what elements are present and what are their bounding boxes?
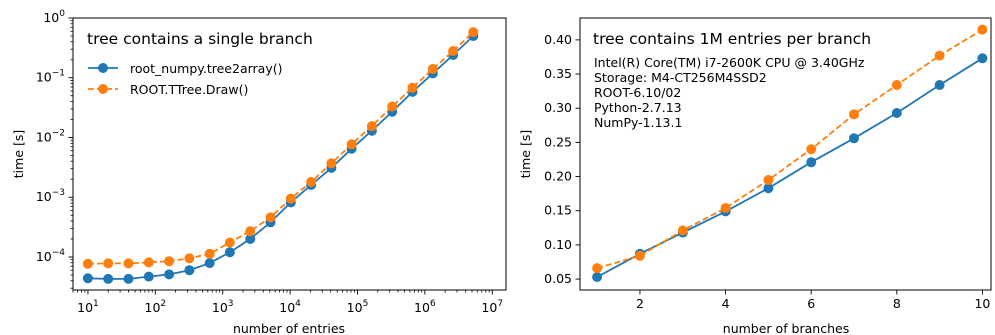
y-tick-label-left: 10−4 bbox=[36, 248, 65, 264]
y-tick-label-right: 0.30 bbox=[544, 100, 572, 115]
plot-area-left bbox=[82, 27, 479, 284]
chart-panel-single-branch: 101 102 103 104 105 106 107 10−4 10−3 10−2 10−1 100… bbox=[11, 9, 507, 335]
x-tick-label-left: 105 bbox=[347, 299, 369, 315]
left-series-2-point-16 bbox=[387, 101, 398, 112]
right-series-2-point-5 bbox=[763, 175, 774, 185]
system-info-line-4: Python-2.7.13 bbox=[594, 100, 682, 115]
x-tick-label-right: 6 bbox=[807, 296, 815, 311]
right-series-1-point-5 bbox=[763, 183, 774, 194]
left-series-2-point-19 bbox=[448, 46, 459, 56]
x-tick-label-left: 103 bbox=[212, 299, 234, 315]
x-axis-label-right: number of branches bbox=[723, 321, 849, 335]
x-tick-label-right: 8 bbox=[893, 296, 901, 311]
right-series-1-point-7 bbox=[849, 133, 859, 144]
y-tick-label-right: 0.25 bbox=[544, 134, 572, 149]
system-info-line-1: Intel(R) Core(TM) i7-2600K CPU @ 3.40GHz bbox=[594, 55, 865, 70]
axes-right: 2 4 6 8 10 0.05 0.10 0.15 0.20 0.25 0.30 0.35 0.40 bbox=[544, 32, 990, 311]
left-series-2-point-17 bbox=[407, 82, 418, 93]
left-series-2-point-7 bbox=[204, 248, 215, 259]
left-series-1-point-3 bbox=[123, 273, 134, 284]
x-tick-label-left: 101 bbox=[77, 299, 99, 315]
x-tick-label-left: 106 bbox=[414, 299, 436, 315]
left-series-2-point-3 bbox=[123, 258, 134, 269]
system-info-line-5: NumPy-1.13.1 bbox=[594, 115, 682, 130]
left-series-2-point-5 bbox=[164, 256, 175, 267]
left-series-2-point-18 bbox=[427, 64, 438, 74]
left-series-1-point-8 bbox=[224, 247, 235, 258]
x-axis-label-left: number of entries bbox=[233, 321, 345, 335]
y-axis-label-left: time [s] bbox=[11, 130, 26, 178]
left-series-2-point-20 bbox=[468, 27, 479, 38]
left-series-2-point-6 bbox=[184, 253, 195, 264]
right-series-2-point-2 bbox=[634, 250, 645, 261]
right-series-2-point-1 bbox=[592, 263, 603, 274]
left-series-2-point-13 bbox=[326, 158, 337, 169]
axes-left: 101 102 103 104 105 106 107 10−4 10−3 10−2 10−1 100 bbox=[36, 9, 503, 315]
left-series-1-point-7 bbox=[204, 258, 215, 269]
x-tick-label-left: 104 bbox=[279, 299, 301, 315]
y-tick-label-right: 0.35 bbox=[544, 66, 572, 81]
y-tick-label-left: 10−1 bbox=[36, 69, 65, 85]
y-tick-label-right: 0.20 bbox=[544, 169, 572, 184]
left-series-2-point-2 bbox=[103, 258, 114, 269]
x-tick-label-right: 2 bbox=[636, 296, 644, 311]
left-series-1-point-4 bbox=[143, 271, 154, 282]
legend-marker-series-2 bbox=[98, 84, 108, 94]
left-series-1-point-9 bbox=[245, 234, 256, 244]
right-series-2-point-7 bbox=[849, 109, 859, 120]
chart-panel-1m-entries: 2 4 6 8 10 0.05 0.10 0.15 0.20 0.25 0.30 0.35 0.40 t… bbox=[518, 17, 992, 335]
right-series-1-point-9 bbox=[934, 80, 945, 90]
legend: root_numpy.tree2array() ROOT.TTree.Draw(… bbox=[88, 61, 282, 97]
y-tick-label-right: 0.10 bbox=[544, 237, 572, 252]
right-series-1-point-6 bbox=[806, 157, 817, 168]
plot-area-right bbox=[592, 24, 988, 282]
y-tick-label-right: 0.40 bbox=[544, 32, 572, 47]
legend-label-series-2: ROOT.TTree.Draw() bbox=[130, 82, 248, 97]
left-series-1-point-5 bbox=[164, 269, 175, 280]
left-series-1-point-2 bbox=[103, 273, 114, 284]
right-series-2-point-4 bbox=[720, 203, 731, 213]
left-series-2-point-11 bbox=[285, 193, 296, 204]
left-series-1-point-1 bbox=[82, 273, 93, 284]
y-tick-label-left: 10−2 bbox=[36, 128, 65, 144]
right-series-2-point-9 bbox=[934, 50, 945, 61]
y-tick-label-right: 0.15 bbox=[544, 203, 572, 218]
x-tick-label-left: 102 bbox=[145, 299, 167, 315]
right-series-1-point-8 bbox=[891, 108, 902, 118]
y-axis-label-right: time [s] bbox=[518, 130, 533, 178]
right-series-2-point-8 bbox=[891, 80, 902, 90]
x-tick-label-right: 10 bbox=[974, 296, 990, 311]
right-series-1-point-1 bbox=[592, 272, 603, 282]
axes-frame-right bbox=[579, 17, 992, 291]
left-series-2-point-10 bbox=[265, 212, 276, 223]
left-series-1-point-6 bbox=[184, 265, 195, 276]
left-series-2-point-12 bbox=[306, 177, 317, 187]
right-series-2-point-6 bbox=[806, 144, 817, 155]
legend-marker-series-1 bbox=[98, 63, 108, 73]
right-series-2-line bbox=[596, 28, 983, 269]
right-series-2-point-3 bbox=[677, 225, 688, 236]
right-series-2-point-10 bbox=[977, 24, 988, 35]
y-tick-label-left: 100 bbox=[43, 9, 65, 25]
left-series-2-point-14 bbox=[346, 139, 357, 150]
left-series-2-point-8 bbox=[224, 237, 235, 248]
x-tick-label-left: 107 bbox=[481, 299, 503, 315]
legend-label-series-1: root_numpy.tree2array() bbox=[130, 61, 282, 76]
annotation-left: tree contains a single branch bbox=[87, 30, 313, 48]
x-tick-label-right: 4 bbox=[722, 296, 730, 311]
right-series-1-point-10 bbox=[977, 53, 988, 64]
right-series-1-line bbox=[596, 57, 983, 278]
left-series-2-point-4 bbox=[143, 257, 154, 268]
left-series-2-point-9 bbox=[245, 226, 256, 237]
left-series-2-point-1 bbox=[82, 258, 93, 269]
y-tick-label-left: 10−3 bbox=[36, 188, 65, 204]
left-series-2-point-15 bbox=[366, 121, 377, 132]
y-tick-label-right: 0.05 bbox=[544, 271, 572, 286]
annotation-right: tree contains 1M entries per branch bbox=[593, 30, 871, 48]
axes-frame-left bbox=[72, 17, 507, 291]
system-info-line-2: Storage: M4-CT256M4SSD2 bbox=[594, 70, 767, 85]
system-info-line-3: ROOT-6.10/02 bbox=[594, 85, 681, 100]
